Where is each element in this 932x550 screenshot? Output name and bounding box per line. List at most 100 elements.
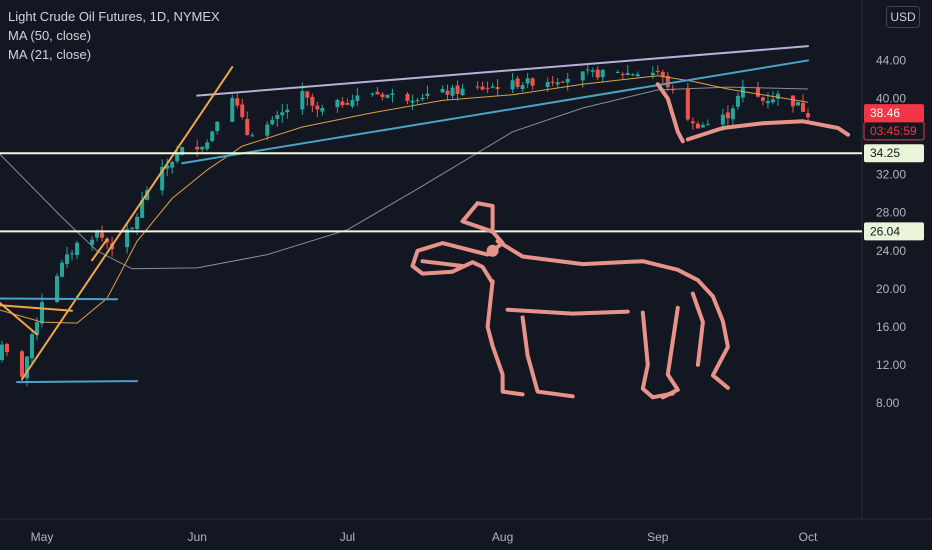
candle: [460, 83, 465, 97]
candle-body: [24, 356, 29, 379]
candle: [795, 101, 800, 106]
candle-body: [125, 229, 130, 248]
candle-body: [520, 84, 525, 89]
candle: [485, 81, 490, 93]
candle: [140, 191, 145, 218]
candle-body: [345, 102, 350, 105]
candle: [210, 130, 215, 143]
candle-body: [385, 94, 390, 98]
candle: [170, 160, 175, 174]
candle-body: [275, 115, 280, 119]
candle-body: [555, 82, 560, 85]
candle: [615, 69, 620, 74]
candle: [415, 97, 420, 104]
candles: [0, 63, 810, 387]
candle-body: [735, 95, 740, 107]
candle: [510, 72, 515, 94]
candle: [425, 85, 430, 100]
candle: [180, 146, 185, 156]
candle-body: [600, 69, 605, 78]
candle: [250, 132, 255, 137]
y-tick-label: 20.00: [876, 282, 906, 296]
horse-sketch-stroke: [410, 229, 505, 286]
candle-body: [130, 227, 135, 229]
candle-body: [300, 91, 305, 110]
candle-body: [620, 74, 625, 76]
ma21-legend[interactable]: MA (21, close): [8, 47, 92, 62]
candle-body: [585, 69, 590, 71]
horse-sketch-stroke: [660, 305, 680, 400]
freehand-arc: [685, 119, 851, 142]
candle-body: [65, 254, 70, 264]
candle-body: [285, 109, 290, 113]
candle-body: [510, 80, 515, 90]
candle: [620, 71, 625, 80]
candle-body: [29, 334, 34, 359]
candle-body: [355, 95, 360, 102]
candle-body: [490, 86, 495, 88]
candle: [65, 246, 70, 268]
ma21-line: [0, 75, 809, 324]
candle-body: [195, 146, 200, 150]
candle-body: [0, 344, 4, 361]
candle-body: [180, 147, 185, 155]
candle: [320, 104, 325, 116]
horse-sketch-stroke: [460, 201, 495, 234]
price-label: 03:45:59: [863, 121, 925, 141]
ma50-line: [0, 86, 809, 270]
candle: [230, 94, 235, 122]
y-tick-label: 40.00: [876, 92, 906, 106]
candle: [280, 103, 285, 123]
candle-body: [790, 95, 795, 107]
horse-sketch-stroke: [495, 239, 730, 390]
candle: [495, 79, 500, 96]
candle: [705, 119, 710, 126]
candle-body: [210, 131, 215, 141]
chart-legend: Light Crude Oil Futures, 1D, NYMEX MA (5…: [8, 7, 220, 64]
candle-body: [335, 100, 340, 108]
x-tick-label: Jul: [340, 530, 355, 544]
candle: [315, 101, 320, 117]
trendline: [0, 304, 74, 312]
candle-body: [90, 239, 95, 245]
candle-body: [55, 276, 60, 302]
candle: [310, 93, 315, 113]
candle-body: [445, 90, 450, 95]
candle: [420, 93, 425, 102]
candle-body: [720, 114, 725, 125]
candle: [100, 225, 105, 242]
candle: [735, 92, 740, 110]
candle-body: [795, 102, 800, 106]
candle-body: [755, 87, 760, 97]
candle-body: [495, 87, 500, 90]
trendline: [20, 66, 234, 381]
candle: [665, 72, 670, 92]
candle: [235, 91, 240, 109]
trendline: [91, 238, 109, 262]
candle: [125, 221, 130, 254]
candle: [550, 75, 555, 87]
candle-body: [765, 101, 770, 104]
currency-button[interactable]: USD: [886, 6, 920, 28]
candle-body: [340, 101, 345, 106]
symbol-title[interactable]: Light Crude Oil Futures, 1D, NYMEX: [8, 9, 220, 24]
price-label: 26.04: [864, 222, 924, 241]
candle: [265, 121, 270, 141]
candle: [455, 80, 460, 101]
price-label-bg: [864, 144, 924, 163]
candle-body: [135, 216, 140, 230]
ma50-legend[interactable]: MA (50, close): [8, 28, 92, 43]
horse-sketch-stroke: [640, 310, 675, 400]
candle: [240, 98, 245, 120]
candle-body: [545, 82, 550, 87]
candle: [530, 77, 535, 90]
y-tick-label: 32.00: [876, 168, 906, 182]
candle: [525, 72, 530, 89]
candle: [350, 94, 355, 109]
candle: [215, 121, 220, 135]
candle: [410, 94, 415, 110]
price-label-text: 03:45:59: [870, 124, 917, 138]
candle-body: [380, 94, 385, 98]
candle: [245, 111, 250, 136]
